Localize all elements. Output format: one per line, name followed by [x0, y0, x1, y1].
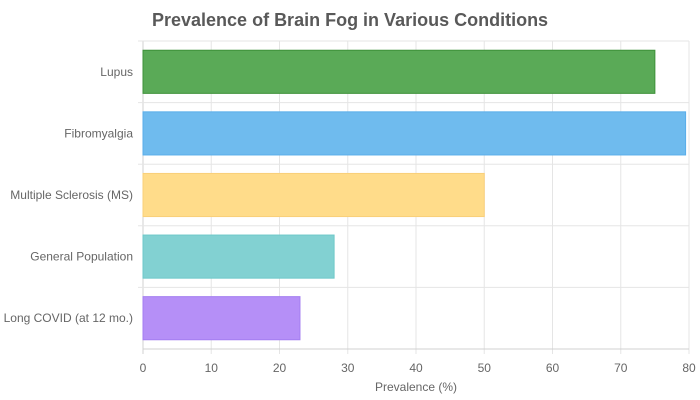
x-tick-label: 20	[273, 361, 287, 375]
bar[interactable]	[142, 234, 335, 279]
category-label: General Population	[30, 250, 133, 264]
x-tick-label: 50	[478, 361, 492, 375]
category-labels: Lupus Fibromyalgia Multiple Sclerosis (MS)…	[4, 65, 134, 325]
x-tick-label: 10	[205, 361, 219, 375]
bar[interactable]	[142, 296, 301, 341]
category-label: Long COVID (at 12 mo.)	[4, 311, 133, 325]
chart-title: Prevalence of Brain Fog in Various Condi…	[152, 10, 548, 30]
x-tick-label: 40	[409, 361, 423, 375]
category-label: Lupus	[100, 65, 133, 79]
x-tick-label: 80	[682, 361, 696, 375]
bar[interactable]	[142, 49, 656, 94]
bar[interactable]	[142, 111, 687, 156]
x-tick-label: 70	[614, 361, 628, 375]
x-axis-title: Prevalence (%)	[375, 380, 457, 394]
bar[interactable]	[142, 172, 485, 218]
x-tick-label: 60	[546, 361, 560, 375]
bars	[142, 49, 687, 341]
x-tick-label: 30	[341, 361, 355, 375]
x-tick-label: 0	[140, 361, 147, 375]
category-label: Fibromyalgia	[64, 126, 133, 140]
category-label: Multiple Sclerosis (MS)	[10, 188, 133, 202]
x-tick-labels: 0 10 20 30 40 50 60 70 80	[140, 361, 696, 375]
